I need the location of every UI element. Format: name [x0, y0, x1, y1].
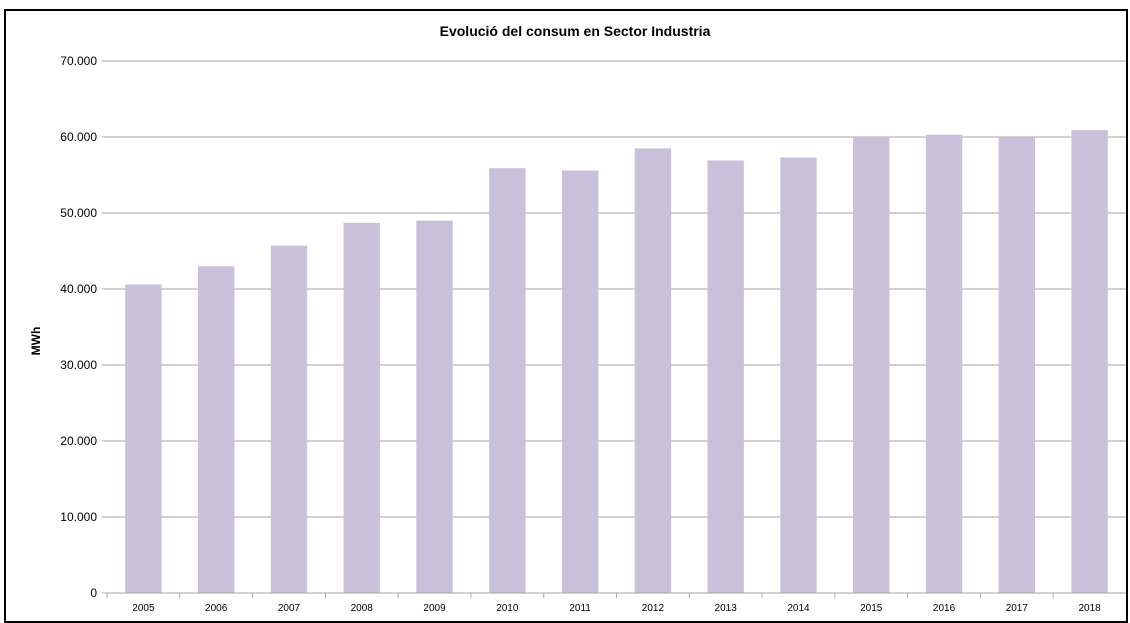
x-tick-label: 2013	[715, 603, 738, 614]
x-tick-label: 2009	[423, 603, 446, 614]
x-tick-label: 2011	[569, 603, 591, 614]
chart-title: Evolució del consum en Sector Industria	[440, 23, 711, 39]
y-tick-label: 10.000	[60, 510, 97, 524]
x-tick-label: 2014	[787, 603, 810, 614]
x-tick-label: 2010	[496, 603, 519, 614]
bar-2013	[707, 160, 744, 593]
bar-2008	[343, 222, 380, 593]
bar-2010	[489, 168, 526, 593]
y-tick-labels: 0 10.000 20.000 30.000 40.000 50.000 60.000 70.…	[60, 54, 97, 600]
bar-2015	[853, 137, 890, 593]
x-tick-label: 2017	[1006, 603, 1029, 614]
y-tick-label: 30.000	[60, 358, 97, 372]
bar-2011	[561, 170, 599, 593]
x-tick-label: 2016	[933, 603, 956, 614]
bar-2007	[270, 245, 308, 593]
x-tick-labels: 2005 2006 2007 2008 2009 2010 2011 2012 2013 2014…	[106, 593, 1101, 614]
y-tick-label: 40.000	[60, 282, 97, 296]
y-tick-label: 70.000	[60, 54, 97, 68]
bar-2005	[125, 284, 162, 593]
bar-2012	[634, 148, 672, 593]
gridlines	[102, 60, 1126, 594]
bar-2006	[197, 266, 235, 593]
bar-2009	[416, 220, 453, 593]
x-tick-label: 2006	[205, 603, 228, 614]
x-tick-label: 2005	[132, 603, 155, 614]
bar-2016	[925, 134, 963, 593]
bars	[125, 130, 1108, 593]
y-tick-label: 50.000	[60, 206, 97, 220]
x-tick-label: 2008	[351, 603, 374, 614]
x-tick-label: 2015	[860, 603, 883, 614]
x-tick-label: 2018	[1078, 603, 1101, 614]
bar-2017	[998, 137, 1036, 593]
bar-2014	[780, 157, 817, 593]
x-tick-label: 2007	[278, 603, 301, 614]
bar-2018	[1071, 130, 1108, 593]
y-axis-label: MWh	[29, 327, 43, 356]
x-tick-label: 2012	[642, 603, 665, 614]
y-tick-label: 60.000	[60, 130, 97, 144]
y-tick-label: 20.000	[60, 434, 97, 448]
y-tick-label: 0	[90, 586, 97, 600]
